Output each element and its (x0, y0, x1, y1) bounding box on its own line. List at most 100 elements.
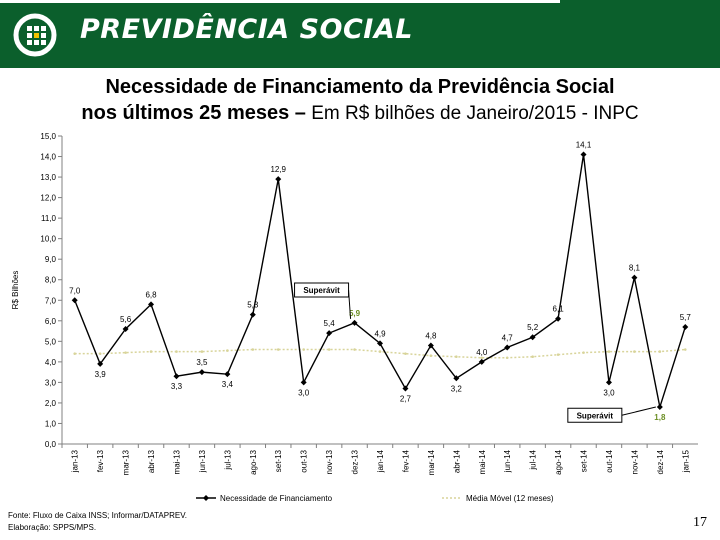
moving-average-point (683, 348, 687, 351)
moving-average-point (124, 351, 127, 354)
data-label: 3,4 (222, 380, 234, 389)
y-tick-label: 5,0 (45, 337, 57, 346)
superavit-callout-text: Superávit (303, 286, 340, 295)
series-line-financing-need (74, 154, 686, 408)
superavit-callout-arrow (621, 406, 656, 416)
moving-average-point (175, 350, 178, 353)
previdencia-logo-icon (13, 13, 57, 57)
moving-average-point (149, 350, 153, 353)
x-tick-label: out-14 (605, 449, 614, 472)
financing-need-point (427, 342, 434, 349)
x-tick-label: jan-14 (376, 449, 385, 473)
data-label: 3,0 (603, 388, 615, 397)
x-tick-label: ago-13 (249, 449, 258, 474)
footer-source: Fonte: Fluxo de Caixa INSS; Informar/DAT… (8, 510, 187, 534)
y-tick-label: 15,0 (40, 132, 56, 141)
y-tick-label: 9,0 (45, 255, 57, 264)
data-label: 3,9 (95, 370, 107, 379)
x-tick-label: set-14 (580, 449, 589, 472)
moving-average-point (607, 350, 611, 353)
financing-need-point (631, 274, 638, 281)
x-tick-label: abr-13 (147, 449, 156, 473)
page-number: 17 (693, 515, 707, 530)
financing-need-point (555, 315, 562, 322)
data-label: 3,0 (298, 388, 310, 397)
financing-need-point (377, 340, 383, 347)
title-line-2-normal: Em R$ bilhões de Janeiro/2015 - INPC (305, 103, 639, 124)
data-label: 1,8 (654, 413, 666, 422)
moving-average-point (582, 351, 585, 354)
financing-need-point (656, 404, 663, 411)
financing-need-point (97, 360, 104, 367)
y-tick-label: 7,0 (45, 296, 57, 305)
x-tick-label: ago-14 (554, 449, 563, 474)
financing-need-point (173, 373, 180, 380)
moving-average-point (327, 348, 331, 351)
x-tick-label: fev-14 (401, 449, 410, 472)
x-tick-label: out-13 (300, 449, 309, 472)
moving-average-point (531, 355, 534, 359)
x-tick-label: mai-13 (172, 449, 181, 474)
x-tick-label: nov-14 (630, 449, 639, 474)
data-label: 5,2 (527, 323, 539, 332)
moving-average-point (633, 350, 636, 353)
data-label: 2,7 (400, 395, 412, 404)
moving-average-point (378, 350, 382, 353)
data-label: 8,1 (629, 264, 641, 273)
title-line-1: Necessidade de Financiamento da Previdên… (105, 76, 615, 98)
y-tick-label: 12,0 (40, 194, 56, 203)
page-title: Necessidade de Financiamento da Previdên… (0, 74, 720, 127)
financing-need-point (224, 371, 231, 378)
moving-average-point (658, 350, 662, 353)
moving-average-point (200, 350, 204, 353)
data-label: 3,2 (451, 384, 463, 393)
superavit-callout-arrow (348, 289, 352, 319)
header-top-line (0, 0, 560, 3)
y-tick-label: 14,0 (40, 153, 56, 162)
data-label: 4,8 (425, 331, 437, 340)
superavit-callout-text: Superávit (577, 411, 614, 420)
x-tick-label: abr-14 (452, 449, 461, 473)
x-tick-label: jan-15 (681, 449, 690, 473)
x-tick-label: jul-13 (223, 449, 232, 470)
moving-average-point (226, 349, 229, 352)
y-tick-label: 13,0 (40, 173, 56, 182)
data-label: 5,7 (680, 313, 692, 322)
financing-line-chart: 0,0 1,0 2,0 3,0 4,0 5,0 6,0 7,0 8,0 9,0 10,0 11,0 12… (11, 132, 698, 503)
x-tick-label: mar-14 (427, 449, 436, 475)
financing-need-point (249, 311, 256, 318)
legend-marker-financing-need (203, 495, 209, 501)
data-label: 5,6 (120, 315, 132, 324)
data-label: 12,9 (270, 165, 286, 174)
brand-title: PREVIDÊNCIA SOCIAL (80, 14, 413, 45)
data-label: 6,1 (553, 305, 565, 314)
financing-need-point (453, 375, 460, 382)
moving-average-point (73, 352, 77, 355)
x-tick-label: mar-13 (122, 449, 131, 475)
moving-average-point (429, 354, 433, 358)
financing-need-point (351, 319, 358, 326)
legend-label-moving-average: Média Móvel (12 meses) (466, 494, 554, 503)
y-tick-label: 3,0 (45, 378, 57, 387)
financing-need-point (71, 297, 78, 304)
moving-average-point (276, 348, 280, 351)
x-tick-label: jul-14 (529, 449, 538, 470)
y-tick-label: 6,0 (45, 317, 57, 326)
y-tick-label: 0,0 (45, 440, 57, 449)
moving-average-point (302, 348, 305, 351)
data-label: 6,8 (145, 290, 157, 299)
moving-average-point (455, 355, 458, 359)
data-label: 5,3 (247, 301, 259, 310)
moving-average-point (353, 348, 356, 351)
moving-average-point (480, 356, 484, 360)
footer-elaboration-line: Elaboração: SPPS/MPS. (8, 523, 97, 532)
moving-average-point (98, 352, 102, 355)
financing-need-point (504, 344, 511, 351)
x-tick-label: dez-13 (351, 449, 360, 474)
title-line-2-bold: nos últimos 25 meses – (81, 102, 306, 124)
x-tick-label: set-13 (274, 449, 283, 472)
data-label: 4,7 (502, 333, 514, 342)
financing-need-point (198, 369, 205, 376)
y-tick-label: 4,0 (45, 358, 57, 367)
data-label: 5,4 (324, 319, 336, 328)
